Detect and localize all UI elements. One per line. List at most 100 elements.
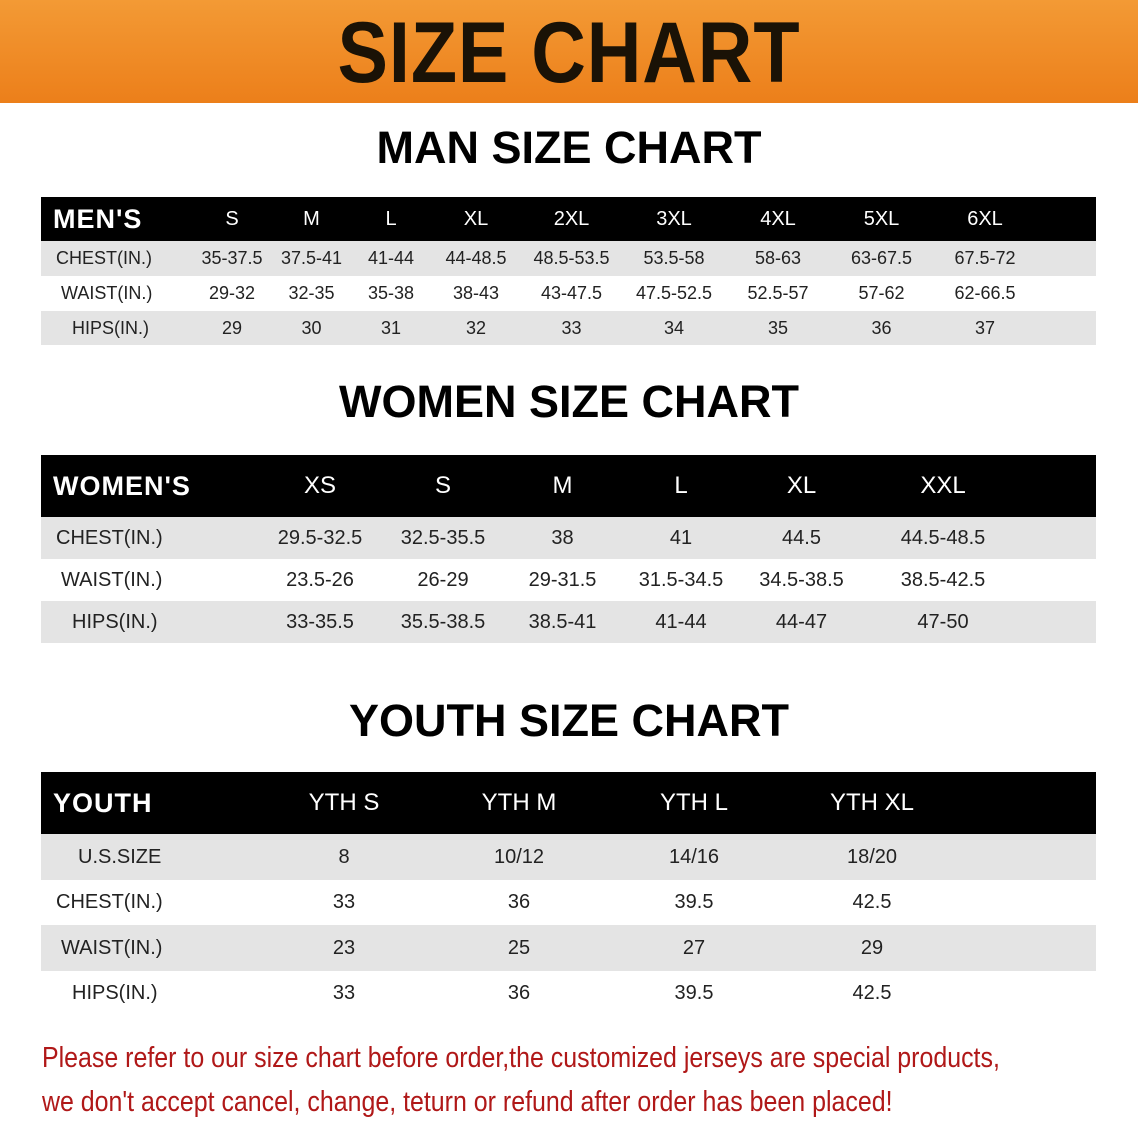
table-row: HIPS(IN.) 33-35.5 35.5-38.5 38.5-41 41-44 44-…	[41, 601, 1096, 643]
size-value-cell: 27	[682, 936, 706, 959]
size-value-cell: 32	[465, 317, 487, 338]
size-value-cell: 35.5-38.5	[400, 610, 486, 633]
size-value-cell: 35	[767, 317, 789, 338]
table-row: WAIST(IN.) 23 25 27 29	[41, 925, 1096, 971]
size-value-cell: 41	[669, 526, 693, 549]
size-header-cell: 5XL	[863, 207, 900, 230]
size-value-cell: 37.5-41	[280, 248, 343, 268]
size-value-cell: 38.5-41	[528, 610, 597, 633]
size-value-cell: 36	[871, 317, 892, 338]
size-value-cell: 36	[507, 982, 531, 1004]
size-value-cell: 44.5	[782, 526, 821, 549]
size-value-cell: 33	[332, 982, 356, 1004]
size-value-cell: 14/16	[668, 845, 720, 868]
size-value-cell: 58-63	[754, 248, 802, 268]
size-value-cell: 39.5	[674, 982, 714, 1004]
size-header-cell: 3XL	[656, 207, 692, 230]
size-value-cell: 23.5-26	[286, 568, 354, 591]
measurement-label: HIPS(IN.)	[72, 317, 150, 338]
size-header-cell: YTH S	[308, 789, 380, 816]
size-value-cell: 67.5-72	[954, 248, 1016, 268]
size-value-cell: 38	[551, 526, 574, 549]
size-header-cell: XL	[463, 207, 489, 230]
notice-line-2: we don't accept cancel, change, teturn o…	[42, 1086, 893, 1118]
size-value-cell: 31.5-34.5	[638, 568, 724, 591]
size-header-cell: L	[385, 207, 397, 230]
table-row: CHEST(IN.) 35-37.5 37.5-41 41-44 44-48.5 48.5…	[41, 241, 1096, 276]
size-header-cell: 2XL	[553, 207, 590, 230]
measurement-label: WAIST(IN.)	[61, 936, 163, 959]
size-header-cell: L	[674, 472, 688, 499]
size-value-cell: 18/20	[846, 845, 898, 868]
table-corner-label: WOMEN'S	[53, 470, 191, 501]
table-row: WAIST(IN.) 23.5-26 26-29 29-31.5 31.5-34.5 34…	[41, 559, 1096, 601]
size-value-cell: 29.5-32.5	[277, 526, 363, 549]
size-value-cell: 35-38	[367, 283, 415, 303]
size-value-cell: 32.5-35.5	[400, 526, 486, 549]
youth-size-table: YOUTH YTH S YTH M YTH L YTH XL U.S.SIZE 8 10/12…	[41, 772, 1096, 1016]
size-value-cell: 43-47.5	[540, 283, 603, 303]
size-value-cell: 36	[507, 891, 531, 913]
measurement-label: U.S.SIZE	[78, 845, 162, 868]
size-value-cell: 37	[974, 317, 996, 338]
youth-header-row: YOUTH YTH S YTH M YTH L YTH XL	[41, 772, 1096, 834]
size-value-cell: 29-32	[208, 283, 256, 303]
order-notice: Please refer to our size chart before or…	[42, 1036, 1000, 1124]
measurement-label: HIPS(IN.)	[72, 610, 158, 633]
table-row: HIPS(IN.) 33 36 39.5 42.5	[41, 971, 1096, 1016]
youth-section-title: YOUTH SIZE CHART	[348, 695, 789, 746]
size-value-cell: 35-37.5	[201, 248, 263, 268]
men-section-title: MAN SIZE CHART	[376, 122, 762, 173]
size-header-cell: YTH XL	[829, 789, 915, 816]
size-value-cell: 33	[561, 317, 582, 338]
banner: SIZE CHART	[0, 0, 1138, 103]
size-value-cell: 29	[860, 936, 884, 959]
size-value-cell: 8	[338, 845, 350, 868]
size-value-cell: 63-67.5	[850, 248, 913, 268]
size-value-cell: 62-66.5	[954, 283, 1016, 303]
size-value-cell: 26-29	[417, 568, 469, 591]
size-header-cell: S	[225, 207, 239, 230]
size-value-cell: 29	[221, 317, 243, 338]
size-header-cell: XS	[303, 472, 336, 499]
measurement-label: HIPS(IN.)	[72, 982, 158, 1004]
women-header-row: WOMEN'S XS S M L XL XXL	[41, 455, 1096, 517]
size-value-cell: 41-44	[655, 610, 707, 633]
size-value-cell: 38-43	[452, 283, 500, 303]
size-value-cell: 34	[663, 317, 685, 338]
measurement-label: WAIST(IN.)	[61, 568, 163, 591]
table-corner-label: MEN'S	[53, 203, 143, 234]
size-value-cell: 44-47	[775, 610, 828, 633]
size-header-cell: XXL	[920, 472, 966, 499]
size-value-cell: 44.5-48.5	[900, 526, 986, 549]
size-value-cell: 44-48.5	[445, 248, 507, 268]
size-value-cell: 52.5-57	[747, 283, 809, 303]
size-value-cell: 39.5	[674, 891, 714, 913]
measurement-label: CHEST(IN.)	[56, 526, 163, 549]
size-value-cell: 38.5-42.5	[900, 568, 986, 591]
size-value-cell: 53.5-58	[643, 248, 705, 268]
size-header-cell: M	[303, 207, 320, 230]
size-value-cell: 57-62	[858, 283, 905, 303]
size-value-cell: 41-44	[367, 248, 415, 268]
size-value-cell: 29-31.5	[528, 568, 597, 591]
table-row: WAIST(IN.) 29-32 32-35 35-38 38-43 43-47.5 47.…	[41, 276, 1096, 311]
table-corner-label: YOUTH	[53, 787, 153, 818]
banner-title: SIZE CHART	[337, 5, 801, 101]
men-size-table: MEN'S S M L XL 2XL 3XL 4XL 5XL 6XL CHEST(IN.) 35-37…	[41, 197, 1096, 345]
size-header-cell: YTH L	[659, 789, 728, 816]
table-row: CHEST(IN.) 33 36 39.5 42.5	[41, 880, 1096, 925]
size-header-cell: 6XL	[967, 207, 1003, 230]
table-row: CHEST(IN.) 29.5-32.5 32.5-35.5 38 41 44.5 44.5…	[41, 517, 1096, 559]
size-header-cell: XL	[786, 472, 817, 499]
size-header-cell: M	[552, 472, 573, 499]
women-section-title: WOMEN SIZE CHART	[339, 376, 799, 427]
size-value-cell: 34.5-38.5	[759, 568, 844, 591]
size-header-cell: YTH M	[481, 789, 557, 816]
size-value-cell: 31	[380, 317, 402, 338]
size-value-cell: 33-35.5	[286, 610, 354, 633]
size-value-cell: 42.5	[852, 982, 892, 1004]
size-value-cell: 30	[301, 317, 322, 338]
measurement-label: CHEST(IN.)	[56, 891, 163, 913]
